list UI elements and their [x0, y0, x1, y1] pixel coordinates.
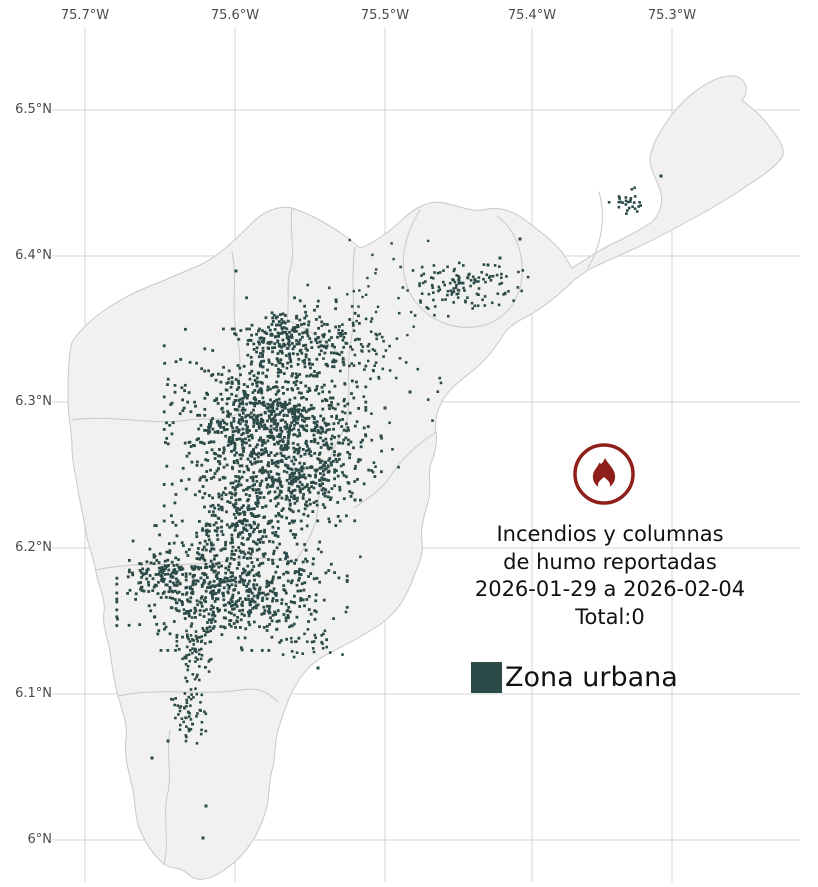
region-outline: [67, 75, 784, 880]
legend-label: Zona urbana: [505, 662, 678, 693]
urban-zone-swatch: [471, 662, 502, 693]
x-tick-label: 75.5°W: [360, 8, 410, 23]
land-regions: [67, 75, 784, 880]
y-tick-label: 6.5°N: [15, 102, 52, 117]
fire-icon: [573, 443, 635, 505]
annotation-line-1: Incendios y columnas: [496, 522, 724, 546]
x-tick-label: 75.6°W: [210, 8, 260, 23]
urban-areas: [115, 174, 663, 840]
y-tick-label: 6°N: [27, 832, 53, 847]
y-tick-label: 6.3°N: [15, 394, 52, 409]
y-tick-label: 6.4°N: [15, 248, 52, 263]
x-tick-label: 75.3°W: [647, 8, 697, 23]
y-tick-label: 6.2°N: [15, 540, 52, 555]
legend: Zona urbana: [471, 662, 678, 693]
annotation-total: Total:0: [575, 604, 645, 629]
x-tick-label: 75.7°W: [60, 8, 110, 23]
annotation-line-2: de humo reportadas: [503, 549, 717, 574]
x-tick-label: 75.4°W: [507, 8, 557, 23]
y-tick-label: 6.1°N: [15, 686, 52, 701]
annotation-date-range: 2026-01-29 a 2026-02-04: [474, 577, 746, 601]
report-annotation: Incendios y columnas de humo reportadas …: [438, 521, 782, 631]
